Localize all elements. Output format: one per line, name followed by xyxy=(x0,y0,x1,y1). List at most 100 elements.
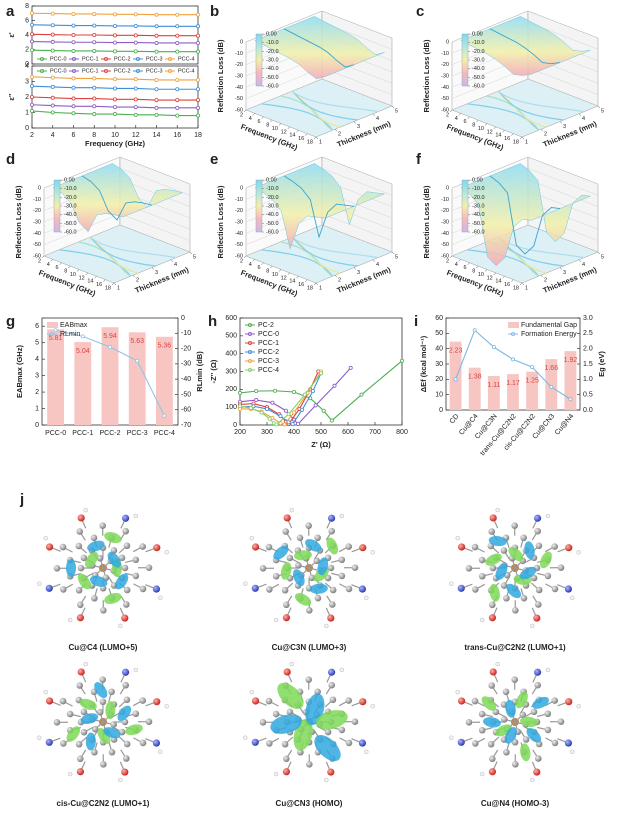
atom xyxy=(123,542,131,550)
atom xyxy=(339,667,344,673)
point xyxy=(113,86,118,91)
bar-value-label: 1.25 xyxy=(525,378,539,385)
atom xyxy=(76,614,85,622)
orbital-lobe xyxy=(489,583,500,602)
atom xyxy=(118,777,123,783)
colorbar-tick-label: 0.00 xyxy=(472,177,483,183)
x-tick-label: CD xyxy=(449,413,461,425)
atom xyxy=(274,771,279,777)
z-tick-label: -50 xyxy=(235,96,243,102)
atom xyxy=(297,748,304,756)
legend-swatch xyxy=(47,322,58,328)
atom xyxy=(534,681,542,689)
point xyxy=(175,77,180,82)
x-tick-label: PCC-0 xyxy=(45,430,66,437)
point xyxy=(50,103,55,108)
y-tick-label: 0 xyxy=(25,61,29,68)
y2-tick-label: -60 xyxy=(181,407,191,414)
legend-label: Fundamental Gap xyxy=(521,322,577,329)
point xyxy=(318,371,323,376)
x-tick-label: 14 xyxy=(153,132,161,139)
x-tick-label: PCC-2 xyxy=(99,430,120,437)
orbital-lobe xyxy=(66,559,76,577)
point xyxy=(71,40,76,45)
x-tick-label: 4 xyxy=(249,116,252,122)
legend-label: PCC-2 xyxy=(258,349,279,356)
colorbar-tick-label: -40.0 xyxy=(472,66,485,72)
legend-swatch xyxy=(72,57,77,62)
x-tick-label: 16 xyxy=(96,282,102,288)
point xyxy=(133,23,138,28)
colorbar-tick-label: -60.0 xyxy=(64,229,77,235)
y-tick-label: 5 xyxy=(395,108,398,114)
x-tick-label: 700 xyxy=(369,429,381,436)
x-tick xyxy=(519,282,523,286)
atom xyxy=(457,543,466,551)
y-tick xyxy=(170,259,174,262)
point xyxy=(154,12,159,17)
x-tick-label: 8 xyxy=(92,132,96,139)
orbital-lobe xyxy=(508,546,524,562)
colorbar-tick-label: -10.0 xyxy=(472,40,485,46)
y2-tick-label: 1.5 xyxy=(583,361,593,368)
y-tick xyxy=(315,282,319,286)
point xyxy=(133,86,138,91)
x-tick xyxy=(278,123,282,126)
grid-line xyxy=(451,224,599,257)
orbital-lobe xyxy=(97,728,111,744)
x-tick xyxy=(449,109,453,113)
x-tick-label: 12 xyxy=(487,275,493,281)
point xyxy=(282,422,287,427)
atom xyxy=(359,698,367,706)
colorbar xyxy=(461,33,469,87)
series-line xyxy=(239,367,352,425)
atom xyxy=(305,676,312,683)
point xyxy=(291,410,296,415)
x-tick xyxy=(252,259,255,262)
point xyxy=(92,40,97,45)
colorbar-tick-label: -40.0 xyxy=(266,66,279,72)
point xyxy=(29,39,34,44)
grid-line xyxy=(451,78,599,111)
orbital-lobe xyxy=(520,716,538,727)
orbital-lobe xyxy=(488,535,507,547)
legend-label: PCC-4 xyxy=(178,56,195,62)
y2-tick-label: -30 xyxy=(181,361,191,368)
atom xyxy=(511,522,518,529)
y-tick-label: 3 xyxy=(357,124,360,130)
atom xyxy=(251,697,260,705)
orbital-lobe xyxy=(293,569,305,587)
atom xyxy=(478,710,486,718)
y-tick xyxy=(391,251,395,255)
point xyxy=(29,102,34,107)
x-tick-label: 400 xyxy=(288,429,300,436)
atom xyxy=(465,565,473,572)
point xyxy=(290,422,295,427)
y-tick xyxy=(334,275,338,278)
grid-line xyxy=(245,224,393,257)
orbital-lobe xyxy=(94,682,108,699)
atom xyxy=(121,668,130,676)
y-tick-label: 3 xyxy=(155,270,158,276)
legend-label: PCC-2 xyxy=(114,68,131,74)
z-axis-label: Reflection Loss (dB) xyxy=(422,39,431,112)
molecule xyxy=(243,507,375,629)
atom xyxy=(544,710,552,718)
atom xyxy=(118,623,123,629)
y2-tick-label: 0.5 xyxy=(583,392,593,399)
atom xyxy=(345,697,352,704)
atom xyxy=(100,761,107,768)
x-tick-label: 2 xyxy=(446,258,449,264)
y-tick-label: 200 xyxy=(225,386,237,393)
atom xyxy=(152,739,161,747)
z-axis-label: Reflection Loss (dB) xyxy=(422,185,431,258)
point xyxy=(359,392,364,397)
orbital-lobe xyxy=(317,557,329,576)
point xyxy=(133,112,138,117)
y-tick-label: 1 xyxy=(525,285,528,291)
y-tick-label: 2 xyxy=(338,278,341,284)
molecule-caption: Cu@CN3 (HOMO) xyxy=(276,799,343,808)
colorbar-tick-label: -20.0 xyxy=(266,49,279,55)
y-tick-label: 5 xyxy=(35,340,39,347)
point xyxy=(29,95,34,100)
